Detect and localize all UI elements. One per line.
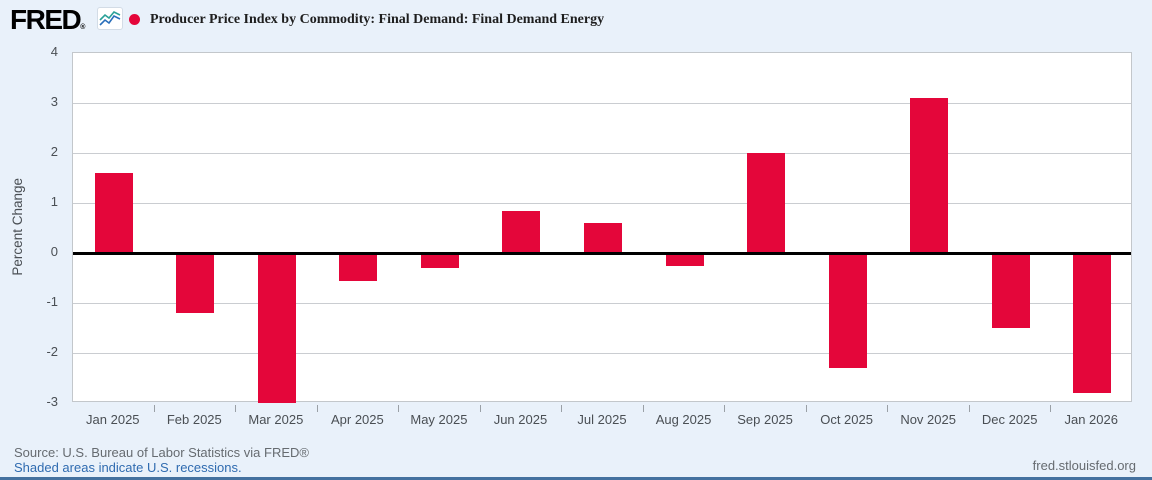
y-tick-label-0: 0 — [50, 244, 58, 259]
y-tick-label-4: 4 — [50, 44, 58, 59]
x-tick-label-dec-2025: Dec 2025 — [981, 412, 1038, 427]
bar-feb-2025[interactable] — [176, 253, 215, 313]
fred-logo[interactable]: FRED® — [10, 4, 86, 35]
x-tick-label-apr-2025: Apr 2025 — [330, 412, 384, 427]
zero-line — [73, 252, 1131, 255]
x-axis-tick — [805, 405, 807, 412]
x-axis: Jan 2025 Feb 2025 Mar 2025 Apr 2025 May 2025… — [72, 405, 1132, 435]
x-axis-tick — [153, 405, 155, 412]
x-axis-tick — [724, 405, 726, 412]
x-axis-tick — [479, 405, 481, 412]
x-tick-label-jul-2025: Jul 2025 — [577, 412, 627, 427]
y-tick-label-2: 2 — [50, 144, 58, 159]
y-axis-tick-labels: 4 3 2 1 0 -1 -2 -3 — [30, 44, 64, 409]
y-tick-label--3: -3 — [46, 394, 58, 409]
x-axis-tick — [887, 405, 889, 412]
gridline-y-2 — [73, 152, 1131, 154]
fred-sparkline-icon — [97, 7, 123, 30]
gridline-y-1 — [73, 202, 1131, 204]
registered-mark-icon: ® — [80, 24, 86, 31]
y-tick-label-1: 1 — [50, 194, 58, 209]
series-legend-marker-icon — [129, 14, 140, 25]
chart-plot-area[interactable] — [72, 52, 1132, 403]
chart-title: Producer Price Index by Commodity: Final… — [150, 12, 605, 27]
x-tick-label-jun-2025: Jun 2025 — [493, 412, 548, 427]
x-axis-tick — [398, 405, 400, 412]
bar-jan-2026[interactable] — [1073, 253, 1112, 393]
y-tick-label-3: 3 — [50, 94, 58, 109]
x-axis-tick — [316, 405, 318, 412]
x-axis-tick — [235, 405, 237, 412]
recession-note-link[interactable]: Shaded areas indicate U.S. recessions. — [14, 460, 242, 475]
bar-jan-2025[interactable] — [94, 173, 133, 253]
x-axis-tick — [642, 405, 644, 412]
x-axis-tick — [1050, 405, 1052, 412]
y-tick-label--2: -2 — [46, 344, 58, 359]
bar-nov-2025[interactable] — [910, 98, 949, 253]
y-axis-title: Percent Change — [10, 178, 25, 276]
x-tick-label-mar-2025: Mar 2025 — [248, 412, 304, 427]
bar-apr-2025[interactable] — [339, 253, 378, 281]
x-tick-label-oct-2025: Oct 2025 — [820, 412, 873, 427]
bar-mar-2025[interactable] — [257, 253, 296, 403]
x-tick-label-jan-2026: Jan 2026 — [1064, 412, 1118, 427]
bar-oct-2025[interactable] — [828, 253, 867, 368]
bar-may-2025[interactable] — [420, 253, 459, 268]
gridline-y--2 — [73, 352, 1131, 354]
x-tick-label-aug-2025: Aug 2025 — [655, 412, 712, 427]
gridline-y-3 — [73, 102, 1131, 104]
x-tick-label-may-2025: May 2025 — [410, 412, 468, 427]
gridline-y--1 — [73, 302, 1131, 304]
y-tick-label--1: -1 — [46, 294, 58, 309]
x-tick-label-sep-2025: Sep 2025 — [737, 412, 793, 427]
bar-jun-2025[interactable] — [502, 210, 541, 253]
source-attribution: Source: U.S. Bureau of Labor Statistics … — [14, 445, 309, 460]
bar-aug-2025[interactable] — [665, 253, 704, 266]
x-axis-tick — [968, 405, 970, 412]
x-tick-label-feb-2025: Feb 2025 — [166, 412, 222, 427]
bottom-border-strip — [0, 477, 1152, 480]
fred-site-link[interactable]: fred.stlouisfed.org — [1032, 458, 1136, 473]
x-axis-tick — [561, 405, 563, 412]
bar-sep-2025[interactable] — [747, 153, 786, 253]
bar-dec-2025[interactable] — [991, 253, 1030, 328]
x-tick-label-jan-2025: Jan 2025 — [86, 412, 140, 427]
bar-jul-2025[interactable] — [584, 223, 622, 253]
header: FRED® Producer Price Index by Commodity:… — [0, 0, 1152, 35]
x-tick-label-nov-2025: Nov 2025 — [900, 412, 956, 427]
